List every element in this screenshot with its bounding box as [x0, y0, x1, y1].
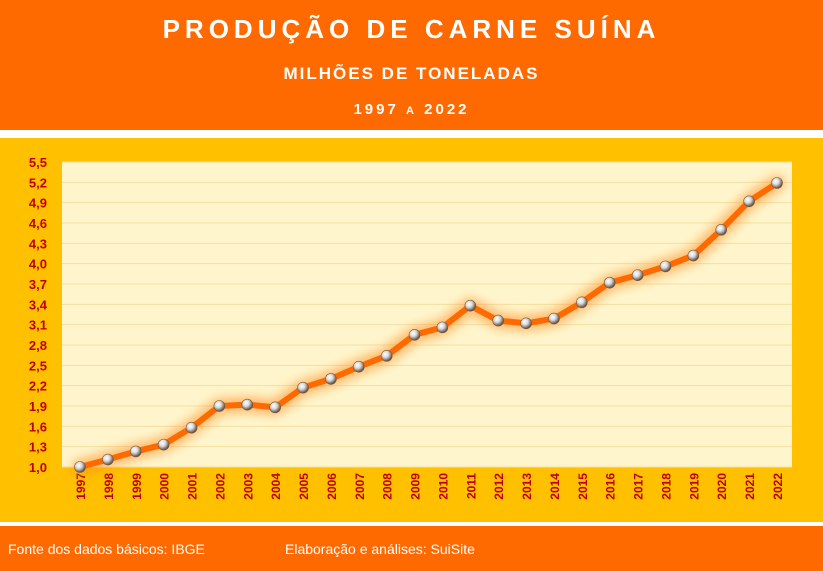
data-point [74, 461, 86, 473]
data-point [436, 321, 449, 334]
data-point [771, 177, 783, 189]
x-tick-label: 2008 [381, 473, 395, 500]
data-point [715, 223, 728, 236]
x-tick-label: 2012 [492, 473, 506, 500]
y-tick-label: 3,1 [29, 318, 47, 333]
y-tick-label: 4,3 [29, 236, 47, 251]
x-tick-label: 2017 [632, 473, 646, 500]
data-point [576, 296, 588, 309]
x-tick-label: 1997 [74, 473, 88, 500]
y-tick-label: 2,2 [29, 379, 47, 394]
x-tick-label: 2018 [659, 473, 673, 500]
x-tick-label: 2003 [241, 473, 255, 500]
y-tick-label: 1,3 [29, 440, 47, 455]
x-tick-label: 2001 [186, 473, 200, 500]
data-point [603, 276, 616, 289]
y-tick-label: 1,6 [29, 419, 47, 434]
y-tick-label: 2,5 [29, 358, 47, 373]
x-axis: 1997 1998 1999 2000 2001 2002 2003 2004 2005 2006… [74, 473, 785, 500]
x-tick-label: 2019 [687, 473, 701, 500]
data-point [241, 398, 254, 411]
y-tick-label: 5,5 [29, 155, 47, 170]
x-tick-label: 2021 [743, 473, 757, 500]
x-tick-label: 2002 [213, 473, 227, 500]
data-point [129, 445, 142, 458]
header-banner [0, 0, 823, 130]
period-end: 2022 [424, 101, 470, 118]
x-tick-label: 2006 [325, 473, 339, 500]
x-tick-label: 2005 [297, 473, 311, 500]
data-point [380, 350, 393, 362]
data-point [408, 329, 421, 341]
data-points [74, 177, 783, 473]
y-tick-label: 1,0 [29, 460, 47, 475]
plot-background [62, 162, 792, 467]
data-point [102, 453, 114, 466]
x-tick-label: 2004 [269, 473, 283, 500]
x-tick-label: 1998 [102, 473, 116, 500]
y-tick-label: 3,4 [29, 297, 48, 312]
x-tick-label: 2016 [604, 473, 618, 500]
x-tick-label: 2011 [464, 473, 478, 499]
y-tick-label: 5,2 [29, 175, 47, 190]
data-point [631, 269, 644, 281]
data-point [743, 195, 755, 208]
x-tick-label: 2010 [436, 473, 450, 500]
chart-title: PRODUÇÃO DE CARNE SUÍNA [162, 14, 661, 44]
x-tick-label: 2015 [576, 473, 590, 500]
header-divider-top [0, 130, 823, 132]
x-tick-label: 2013 [520, 473, 534, 500]
data-point [297, 381, 309, 394]
y-tick-label: 4,0 [29, 257, 47, 272]
data-point [687, 249, 700, 262]
footer-banner [0, 526, 823, 571]
chart-period: 1997 A 2022 [0, 101, 823, 118]
period-start: 1997 [353, 101, 399, 118]
y-tick-label: 4,9 [29, 196, 47, 211]
footer-source: Fonte dos dados básicos: IBGE [8, 541, 205, 557]
x-tick-label: 2007 [353, 473, 367, 500]
y-tick-label: 3,7 [29, 277, 47, 292]
data-point [352, 360, 365, 373]
y-axis: 1,0 1,3 1,6 1,9 2,2 2,5 2,8 3,1 3,4 3,7 4,0 4,3 4,6 4… [29, 155, 48, 475]
x-tick-label: 2014 [548, 473, 562, 500]
footer-credit: Elaboração e análises: SuiSite [285, 541, 475, 557]
x-tick-label: 2020 [715, 473, 729, 500]
period-separator: A [406, 105, 417, 117]
x-tick-label: 2022 [771, 473, 785, 500]
data-point [659, 260, 672, 273]
data-point [464, 299, 477, 312]
x-tick-label: 2009 [409, 473, 423, 500]
y-tick-label: 2,8 [29, 338, 47, 353]
y-tick-label: 4,6 [29, 216, 47, 231]
gridlines [62, 161, 792, 468]
data-point [548, 312, 560, 325]
x-tick-label: 1999 [130, 473, 144, 500]
data-point [325, 373, 337, 385]
header-divider-bottom [0, 134, 823, 136]
data-point [492, 314, 505, 327]
data-point [157, 438, 170, 451]
data-point [185, 421, 198, 434]
chart-subtitle: MILHÕES DE TONELADAS [283, 64, 540, 83]
y-tick-label: 1,9 [29, 399, 47, 414]
x-tick-label: 2000 [158, 473, 172, 500]
footer-divider [0, 522, 823, 524]
data-point [520, 317, 532, 330]
data-point [213, 400, 226, 412]
data-point [269, 401, 281, 414]
